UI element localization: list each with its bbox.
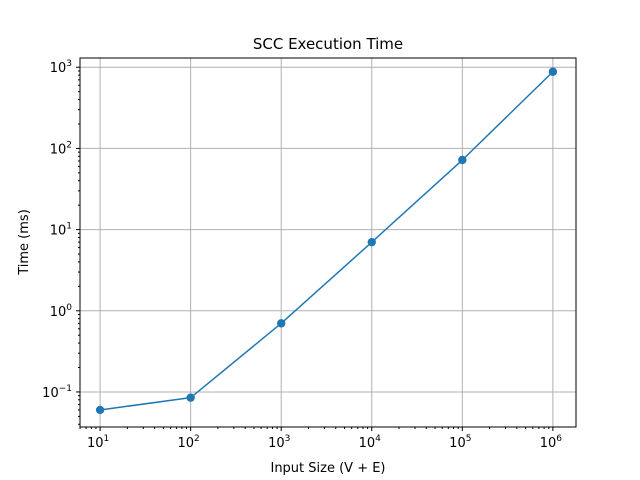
data-point xyxy=(458,155,467,165)
series-line xyxy=(99,71,554,411)
series xyxy=(95,67,558,415)
y-tick-label: 101 xyxy=(50,222,72,239)
grid xyxy=(80,58,576,427)
major-ticks xyxy=(76,66,554,431)
chart-title: SCC Execution Time xyxy=(253,35,403,53)
x-tick-label: 102 xyxy=(178,434,200,451)
x-tick-label: 104 xyxy=(359,434,382,451)
y-axis-label: Time (ms) xyxy=(17,209,32,276)
plot-area-frame xyxy=(79,57,577,428)
y-tick-label: 10−1 xyxy=(42,384,72,401)
data-point xyxy=(367,237,376,247)
x-axis-label: Input Size (V + E) xyxy=(270,461,385,476)
y-tick-label: 103 xyxy=(50,59,72,76)
y-tick-label: 100 xyxy=(50,303,73,320)
x-tick-label: 101 xyxy=(87,434,109,451)
y-tick-label: 102 xyxy=(50,140,72,157)
x-tick-label: 103 xyxy=(268,434,290,451)
data-point xyxy=(95,405,105,415)
data-point xyxy=(186,393,195,402)
tick-labels: 101 102 103 104 105 106 10−1 100 101 102 103 xyxy=(42,59,562,451)
x-tick-label: 106 xyxy=(540,434,563,451)
data-point xyxy=(277,319,286,328)
x-tick-label: 105 xyxy=(449,434,471,451)
data-point xyxy=(548,67,558,76)
